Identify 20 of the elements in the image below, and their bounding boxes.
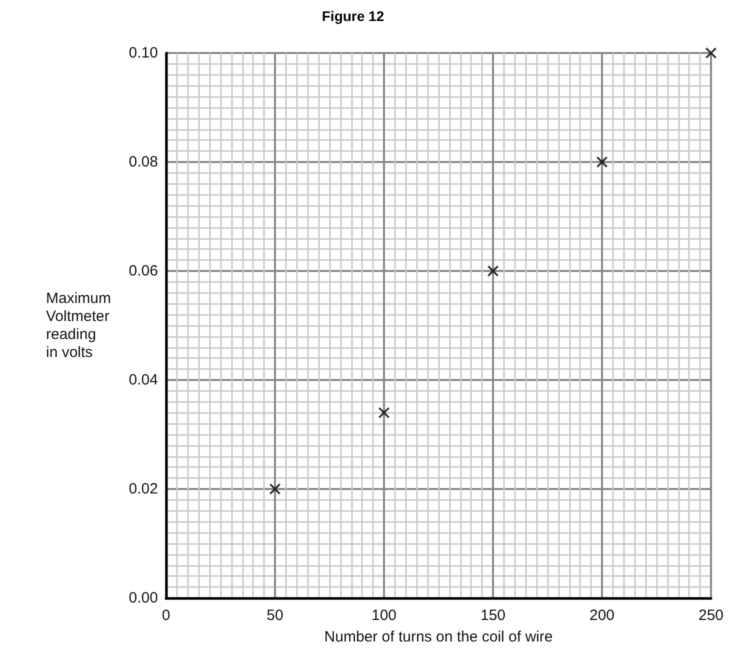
y-tick-label: 0.00 [128,590,158,606]
x-tick-label: 50 [266,607,284,624]
x-tick-label: 200 [589,607,615,624]
x-tick-label: 100 [371,607,397,624]
x-tick-label: 0 [162,607,170,624]
point [706,48,716,58]
y-tick-label: 0.08 [128,154,158,170]
y-tick-label: 0.06 [128,262,158,280]
point [488,266,498,276]
y-axis-title: Maximum Voltmeter reading in volts [46,290,112,361]
y-tick-label: 0.04 [128,372,158,388]
point [596,156,608,168]
chart-title: Figure 12 [322,8,384,24]
x-tick-label: 150 [480,607,506,624]
y-tick-label: 0.02 [128,480,158,498]
x-axis-title: Number of turns on the coil of wire [324,628,553,646]
y-tick-label: 0.10 [128,44,158,62]
point [270,484,280,494]
x-tick-label: 250 [698,607,724,624]
point [378,407,390,418]
